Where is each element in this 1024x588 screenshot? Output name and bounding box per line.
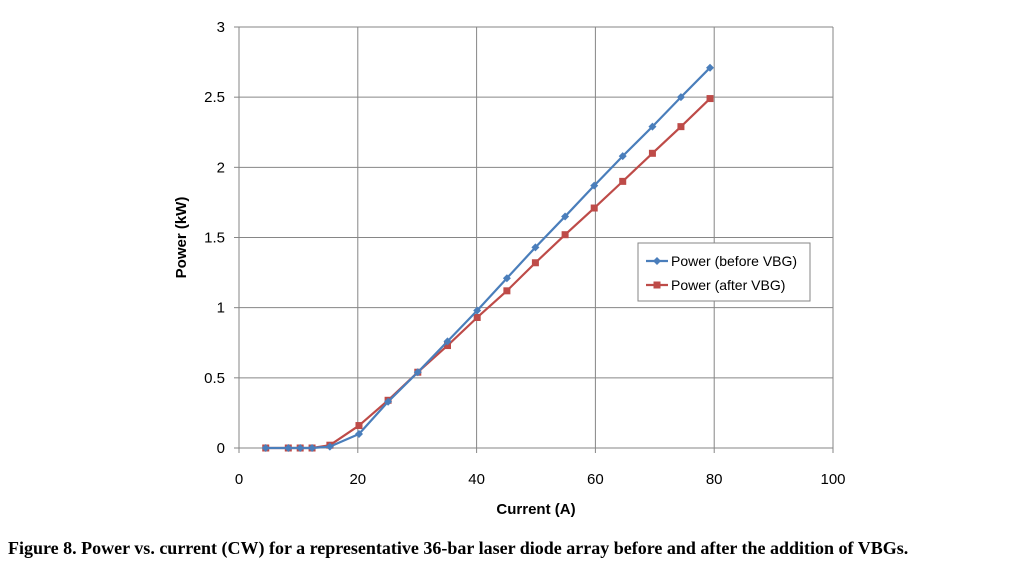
data-point [648, 149, 656, 157]
legend-entry: Power (before VBG) [646, 253, 797, 269]
x-tick-label: 40 [468, 471, 485, 488]
x-tick-label: 0 [235, 471, 243, 488]
data-point [284, 444, 293, 452]
x-axis-title: Current (A) [496, 501, 575, 518]
y-tick-label: 3 [217, 19, 225, 36]
legend-box [637, 242, 811, 302]
y-tick-label: 1.5 [204, 230, 225, 247]
data-point [676, 93, 685, 102]
data-point [355, 422, 363, 430]
x-tick-label: 60 [587, 471, 604, 488]
data-point [443, 342, 451, 350]
data-point [325, 442, 334, 451]
data-point [502, 274, 511, 283]
y-tick-label: 1 [217, 300, 225, 317]
data-point [443, 337, 452, 346]
data-point [503, 287, 511, 295]
y-tick-label: 0 [217, 440, 225, 457]
data-point [648, 122, 657, 131]
x-tick-label: 80 [706, 471, 723, 488]
legend-label: Power (before VBG) [671, 253, 797, 269]
x-tick-label: 100 [820, 471, 845, 488]
chart-legend: Power (before VBG) Power (after VBG) [637, 242, 811, 302]
data-point [561, 231, 569, 239]
data-point [706, 95, 714, 103]
legend-marker [653, 257, 661, 265]
data-point [384, 397, 393, 406]
data-point [413, 368, 422, 377]
data-point [590, 181, 599, 190]
data-point [531, 243, 540, 252]
y-tick-label: 2.5 [204, 89, 225, 106]
data-point [473, 306, 482, 315]
x-tick-label: 20 [349, 471, 366, 488]
data-point [706, 63, 715, 72]
y-axis-title: Power (kW) [173, 197, 190, 279]
data-point [261, 444, 270, 452]
series-before-vbg [261, 63, 715, 452]
y-tick-label: 0.5 [204, 370, 225, 387]
y-tick-label: 2 [217, 159, 225, 176]
data-point [354, 429, 363, 438]
tick-labels: 0 20 40 60 80 100 0 0.5 1 1.5 2 2.5 3 [204, 19, 845, 488]
data-point [618, 152, 627, 161]
figure-caption: Figure 8. Power vs. current (CW) for a r… [8, 538, 909, 558]
power-current-chart: 0 20 40 60 80 100 0 0.5 1 1.5 2 2.5 3 Current (A) Po… [173, 19, 846, 518]
data-point [531, 259, 539, 267]
data-point [590, 204, 598, 212]
axes [234, 26, 834, 453]
legend-entry: Power (after VBG) [646, 277, 785, 293]
data-point [677, 123, 685, 131]
data-point [473, 313, 481, 321]
data-point [619, 177, 627, 185]
data-point [308, 444, 317, 452]
data-point [296, 444, 305, 452]
legend-label: Power (after VBG) [671, 277, 785, 293]
data-point [561, 212, 570, 221]
grid-lines [239, 26, 834, 448]
data-series [261, 63, 715, 452]
legend-marker [653, 281, 661, 289]
